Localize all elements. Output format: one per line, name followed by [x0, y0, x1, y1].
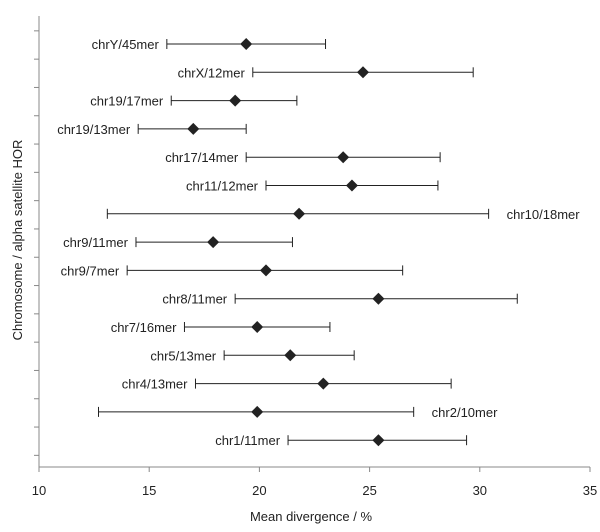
data-marker-diamond [260, 264, 273, 277]
data-point-chr8-11mer: chr8/11mer [162, 292, 518, 307]
data-point-chr9-7mer: chr9/7mer [61, 263, 404, 278]
data-marker-diamond [372, 434, 385, 447]
data-marker-diamond [345, 179, 358, 192]
data-marker-diamond [372, 292, 385, 305]
data-marker-diamond [187, 122, 200, 135]
x-tick-label: 20 [252, 483, 266, 498]
data-marker-diamond [337, 151, 350, 164]
point-label: chr11/12mer [186, 179, 259, 194]
data-point-chrx-12mer: chrX/12mer [178, 65, 474, 80]
data-point-chr2-10mer: chr2/10mer [98, 405, 498, 420]
data-marker-diamond [284, 349, 297, 362]
x-tick-label: 15 [142, 483, 156, 498]
point-label: chr2/10mer [432, 405, 498, 420]
point-label: chr10/18mer [507, 207, 581, 222]
data-point-chr4-13mer: chr4/13mer [122, 377, 452, 392]
point-label: chr7/16mer [111, 320, 177, 335]
x-tick-label: 25 [362, 483, 376, 498]
x-tick-label: 10 [32, 483, 46, 498]
point-label: chr19/17mer [90, 94, 164, 109]
data-marker-diamond [207, 236, 220, 249]
data-marker-diamond [293, 207, 306, 220]
data-point-chr10-18mer: chr10/18mer [106, 207, 581, 222]
point-label: chr19/13mer [57, 122, 131, 137]
data-point-chr9-11mer: chr9/11mer [63, 235, 293, 250]
point-label: chr4/13mer [122, 377, 188, 392]
point-label: chr9/11mer [63, 235, 128, 250]
data-marker-diamond [317, 377, 330, 390]
data-point-chr19-13mer: chr19/13mer [57, 122, 247, 137]
data-point-chr17-14mer: chr17/14mer [165, 150, 441, 165]
point-label: chr5/13mer [150, 348, 216, 363]
data-marker-diamond [240, 38, 253, 50]
point-label: chr17/14mer [165, 150, 239, 165]
data-point-chr5-13mer: chr5/13mer [150, 348, 355, 363]
data-point-chry-45mer: chrY/45mer [92, 37, 327, 52]
data-point-chr1-11mer: chr1/11mer [215, 433, 468, 448]
point-label: chr1/11mer [215, 433, 280, 448]
x-tick-label: 30 [473, 483, 487, 498]
point-label: chrY/45mer [92, 37, 160, 52]
data-point-chr19-17mer: chr19/17mer [90, 94, 298, 109]
marks-layer: chrY/45mer chrX/12mer chr19/17mer chr19/13m… [57, 37, 580, 448]
data-marker-diamond [229, 94, 242, 107]
data-marker-diamond [251, 321, 264, 333]
x-axis-label: Mean divergence / % [250, 509, 373, 524]
x-tick-label: 35 [583, 483, 597, 498]
point-label: chr9/7mer [61, 263, 120, 278]
y-axis-label: Chromosome / alpha satellite HOR [10, 140, 25, 341]
axes-layer: 10 15 20 25 30 35 [32, 16, 597, 498]
data-point-chr7-16mer: chr7/16mer [111, 320, 331, 335]
data-point-chr11-12mer: chr11/12mer [186, 179, 439, 194]
point-label: chr8/11mer [162, 292, 227, 307]
data-marker-diamond [251, 405, 264, 418]
data-marker-diamond [356, 66, 369, 79]
point-label: chrX/12mer [178, 65, 246, 80]
